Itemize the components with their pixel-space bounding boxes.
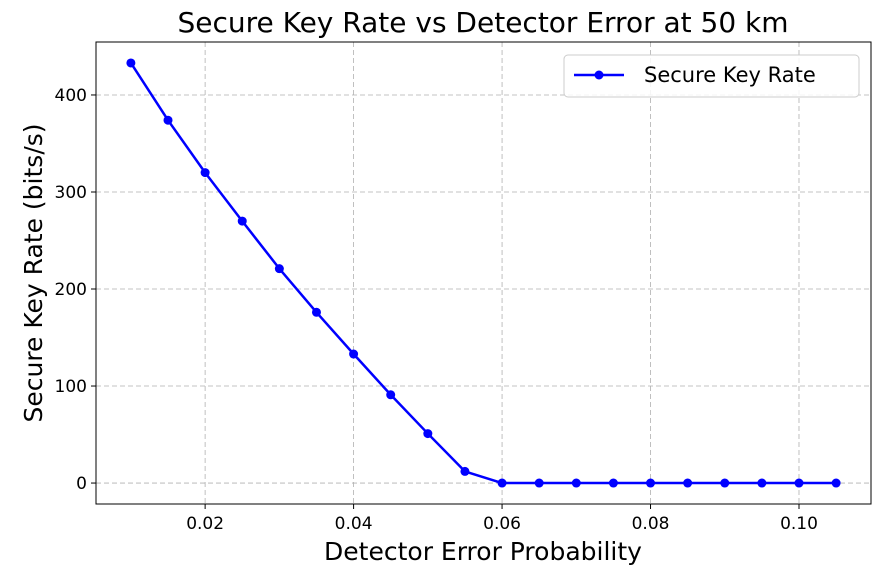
data-point (460, 466, 470, 476)
data-point (646, 478, 656, 488)
data-point (274, 264, 284, 274)
y-tick-label: 300 (55, 183, 87, 203)
data-point (126, 58, 136, 68)
data-point (608, 478, 618, 488)
legend: Secure Key Rate (563, 54, 860, 98)
data-point (349, 349, 359, 359)
data-point (720, 478, 730, 488)
legend-box (563, 54, 860, 98)
chart-title: Secure Key Rate vs Detector Error at 50 … (177, 6, 788, 39)
data-point (311, 307, 321, 317)
x-axis: 0.02 0.04 0.06 0.08 0.10 (186, 504, 818, 534)
data-point (831, 478, 841, 488)
x-tick-label: 0.06 (483, 514, 521, 534)
x-axis-title: Detector Error Probability (324, 537, 642, 566)
data-point (534, 478, 544, 488)
grid (96, 42, 871, 504)
y-tick-label: 200 (55, 280, 87, 300)
x-tick-label: 0.04 (335, 514, 373, 534)
legend-label: Secure Key Rate (644, 63, 816, 87)
data-point (794, 478, 804, 488)
data-point (200, 168, 210, 178)
y-tick-label: 400 (55, 86, 87, 106)
plot-frame (95, 41, 872, 505)
data-point (237, 216, 247, 226)
data-point (497, 478, 507, 488)
x-tick-label: 0.08 (632, 514, 670, 534)
y-axis: 0 100 200 300 400 (55, 86, 96, 494)
data-point (163, 115, 173, 125)
data-point (683, 478, 693, 488)
data-point (423, 429, 433, 439)
y-tick-label: 0 (76, 474, 87, 494)
y-tick-label: 100 (55, 377, 87, 397)
data-point (386, 390, 396, 400)
legend-marker (594, 70, 604, 80)
series-group (126, 58, 841, 488)
x-tick-label: 0.10 (780, 514, 818, 534)
data-point (757, 478, 767, 488)
data-point (571, 478, 581, 488)
series-line (129, 62, 837, 485)
y-axis-title: Secure Key Rate (bits/s) (19, 123, 48, 422)
x-tick-label: 0.02 (186, 514, 224, 534)
